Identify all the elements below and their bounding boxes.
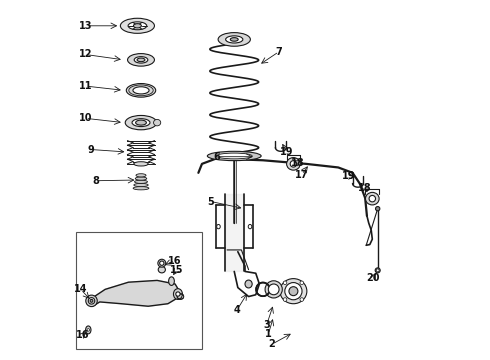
Ellipse shape (136, 174, 146, 177)
Ellipse shape (207, 151, 261, 161)
Ellipse shape (283, 281, 287, 285)
Text: 17: 17 (295, 170, 308, 180)
Ellipse shape (176, 292, 180, 296)
Ellipse shape (217, 225, 221, 229)
Ellipse shape (134, 57, 148, 63)
Text: 2: 2 (269, 339, 275, 349)
Text: 6: 6 (213, 152, 220, 162)
Ellipse shape (225, 36, 243, 43)
Text: 11: 11 (79, 81, 92, 91)
Ellipse shape (375, 207, 380, 211)
Ellipse shape (369, 195, 375, 202)
Text: 13: 13 (79, 21, 92, 31)
Ellipse shape (135, 180, 147, 183)
Text: 10: 10 (79, 113, 92, 123)
Ellipse shape (289, 287, 298, 296)
Ellipse shape (283, 298, 287, 301)
Text: 9: 9 (87, 144, 94, 154)
Text: 3: 3 (263, 320, 270, 330)
Polygon shape (93, 280, 180, 306)
Text: 15: 15 (170, 265, 184, 275)
Ellipse shape (90, 300, 93, 302)
Text: 4: 4 (234, 305, 241, 315)
Ellipse shape (136, 120, 147, 125)
Ellipse shape (160, 261, 164, 265)
Ellipse shape (287, 158, 300, 170)
Ellipse shape (218, 33, 250, 46)
Ellipse shape (88, 298, 95, 304)
Text: 19: 19 (280, 147, 294, 157)
Ellipse shape (230, 38, 238, 41)
Ellipse shape (366, 192, 379, 205)
Text: 16: 16 (169, 256, 182, 266)
Ellipse shape (158, 266, 166, 273)
Text: 8: 8 (93, 176, 99, 186)
Ellipse shape (376, 269, 379, 272)
Ellipse shape (127, 54, 154, 66)
Ellipse shape (280, 279, 307, 304)
Ellipse shape (300, 298, 304, 301)
Ellipse shape (128, 22, 147, 30)
Ellipse shape (265, 281, 282, 298)
Text: 5: 5 (208, 197, 214, 207)
Ellipse shape (153, 120, 161, 126)
Ellipse shape (269, 284, 279, 295)
Ellipse shape (300, 281, 304, 285)
Ellipse shape (248, 225, 252, 229)
Text: 20: 20 (367, 273, 380, 283)
Ellipse shape (158, 259, 166, 267)
Ellipse shape (135, 177, 147, 180)
Ellipse shape (121, 18, 154, 33)
Ellipse shape (134, 162, 148, 166)
Ellipse shape (375, 268, 380, 273)
Bar (76, 232, 202, 348)
Text: 1: 1 (265, 329, 271, 339)
Text: 18: 18 (291, 158, 305, 168)
Ellipse shape (290, 161, 296, 167)
Text: 19: 19 (342, 171, 356, 181)
Ellipse shape (133, 87, 149, 94)
Ellipse shape (245, 280, 252, 288)
Text: 7: 7 (276, 46, 282, 57)
Text: 18: 18 (358, 183, 372, 193)
Ellipse shape (169, 277, 174, 285)
Ellipse shape (87, 329, 90, 331)
Ellipse shape (86, 295, 97, 307)
Ellipse shape (216, 153, 252, 159)
Text: 12: 12 (79, 49, 92, 59)
Ellipse shape (126, 84, 156, 97)
Ellipse shape (173, 289, 182, 300)
Ellipse shape (137, 58, 145, 62)
Ellipse shape (285, 283, 302, 300)
Text: 14: 14 (74, 284, 88, 294)
Text: 16: 16 (76, 330, 90, 340)
Ellipse shape (133, 24, 141, 28)
Ellipse shape (132, 119, 150, 127)
Ellipse shape (134, 183, 148, 186)
Ellipse shape (125, 116, 157, 130)
Ellipse shape (86, 326, 91, 334)
Ellipse shape (133, 186, 149, 190)
